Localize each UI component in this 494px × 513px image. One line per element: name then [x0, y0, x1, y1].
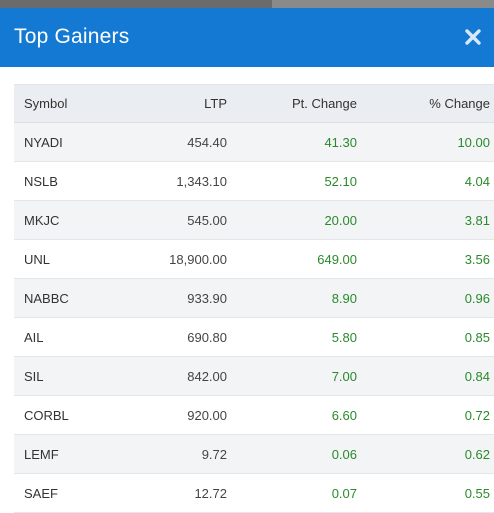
table-row[interactable]: NABBC 933.90 8.90 0.96 [14, 278, 494, 318]
column-header-ltp[interactable]: LTP [124, 84, 237, 123]
cell-pct-change: 0.96 [367, 278, 494, 318]
top-strip-segment [272, 0, 494, 8]
cell-pct-change: 4.04 [367, 161, 494, 201]
cell-pt-change: 0.07 [237, 473, 367, 513]
cell-pct-change: 0.85 [367, 317, 494, 357]
cell-pct-change: 3.56 [367, 239, 494, 279]
cell-symbol: CORBL [14, 395, 124, 435]
cell-symbol: MKJC [14, 200, 124, 240]
cell-symbol: NSLB [14, 161, 124, 201]
cell-symbol: UNL [14, 239, 124, 279]
cell-symbol: AIL [14, 317, 124, 357]
table-row[interactable]: LEMF 9.72 0.06 0.62 [14, 434, 494, 474]
cell-ltp: 12.72 [124, 473, 237, 513]
table-row[interactable]: NYADI 454.40 41.30 10.00 [14, 122, 494, 162]
cell-symbol: NYADI [14, 122, 124, 162]
column-header-symbol[interactable]: Symbol [14, 84, 124, 123]
table-row[interactable]: CORBL 920.00 6.60 0.72 [14, 395, 494, 435]
table-row[interactable]: MKJC 545.00 20.00 3.81 [14, 200, 494, 240]
cell-pt-change: 52.10 [237, 161, 367, 201]
modal-header: Top Gainers [0, 8, 494, 67]
top-gainers-table: Symbol LTP Pt. Change % Change NYADI 454.… [14, 84, 494, 513]
modal-body: Symbol LTP Pt. Change % Change NYADI 454.… [0, 67, 494, 513]
cell-pct-change: 0.62 [367, 434, 494, 474]
cell-ltp: 1,343.10 [124, 161, 237, 201]
table-row[interactable]: SAEF 12.72 0.07 0.55 [14, 473, 494, 513]
close-icon[interactable] [462, 25, 484, 49]
cell-ltp: 545.00 [124, 200, 237, 240]
cell-ltp: 690.80 [124, 317, 237, 357]
cell-ltp: 454.40 [124, 122, 237, 162]
cell-ltp: 933.90 [124, 278, 237, 318]
cell-ltp: 18,900.00 [124, 239, 237, 279]
cell-ltp: 842.00 [124, 356, 237, 396]
cell-pt-change: 7.00 [237, 356, 367, 396]
cell-ltp: 9.72 [124, 434, 237, 474]
cell-symbol: LEMF [14, 434, 124, 474]
cell-pt-change: 6.60 [237, 395, 367, 435]
cell-pt-change: 8.90 [237, 278, 367, 318]
table-body: NYADI 454.40 41.30 10.00 NSLB 1,343.10 52.10 4.… [14, 122, 494, 513]
column-header-pct-change[interactable]: % Change [367, 84, 494, 123]
cell-symbol: SIL [14, 356, 124, 396]
cell-ltp: 920.00 [124, 395, 237, 435]
table-header-row: Symbol LTP Pt. Change % Change [14, 84, 494, 123]
cell-pct-change: 0.84 [367, 356, 494, 396]
cell-pct-change: 0.55 [367, 473, 494, 513]
cell-pt-change: 0.06 [237, 434, 367, 474]
table-header: Symbol LTP Pt. Change % Change [14, 84, 494, 123]
column-header-pt-change[interactable]: Pt. Change [237, 84, 367, 123]
cell-pct-change: 3.81 [367, 200, 494, 240]
modal-title: Top Gainers [14, 25, 130, 48]
cell-symbol: NABBC [14, 278, 124, 318]
cell-pct-change: 0.72 [367, 395, 494, 435]
cell-pt-change: 41.30 [237, 122, 367, 162]
table-row[interactable]: SIL 842.00 7.00 0.84 [14, 356, 494, 396]
table-row[interactable]: UNL 18,900.00 649.00 3.56 [14, 239, 494, 279]
cell-pt-change: 20.00 [237, 200, 367, 240]
cell-pct-change: 10.00 [367, 122, 494, 162]
cell-pt-change: 649.00 [237, 239, 367, 279]
top-strip [0, 0, 494, 8]
cell-pt-change: 5.80 [237, 317, 367, 357]
table-row[interactable]: AIL 690.80 5.80 0.85 [14, 317, 494, 357]
table-row[interactable]: NSLB 1,343.10 52.10 4.04 [14, 161, 494, 201]
cell-symbol: SAEF [14, 473, 124, 513]
